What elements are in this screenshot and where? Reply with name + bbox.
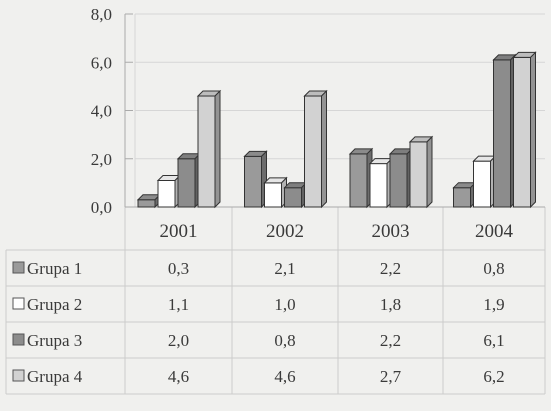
y-tick-label: 4,0 [91,102,112,121]
bar [243,150,268,209]
bar [303,89,328,209]
bar-front [284,187,302,208]
bar-front [304,95,322,208]
bar-front [473,160,491,208]
bar-series [136,51,537,209]
data-table: 2001 2002 2003 2004 Grupa 1 0,3 2,1 2,2 0,8 Grupa… [5,206,546,395]
data-table-value: 6,2 [483,367,504,386]
bar [492,53,517,209]
bar-front [409,141,428,208]
category-label: 2003 [372,221,410,242]
bar [368,157,394,209]
legend-swatch [12,333,25,346]
bar [196,89,222,209]
legend-swatch [12,297,25,310]
bar-front [389,153,408,208]
bar [348,147,374,209]
bar-front [137,199,156,208]
bar-side [321,89,327,209]
data-table-value: 2,2 [380,259,401,278]
bar-front [493,59,511,208]
data-table-value: 2,7 [380,367,402,386]
category-label: 2001 [160,221,198,242]
bar [472,154,497,209]
y-axis: 0,0 2,0 4,0 6,0 8,0 [91,5,133,217]
bar-front [157,179,176,208]
bar-front [197,95,216,208]
data-table-value: 0,8 [274,331,295,350]
legend-label: Grupa 2 [27,295,82,314]
bar-front [453,187,471,208]
bar-side [426,135,433,209]
bar-front [244,155,262,208]
legend-label: Grupa 4 [27,367,83,386]
data-table-value: 0,3 [168,259,189,278]
data-table-value: 1,1 [168,295,189,314]
data-table-value: 2,1 [274,259,295,278]
data-table-value: 0,8 [483,259,504,278]
y-tick-label: 8,0 [91,5,112,24]
bar [512,51,537,209]
bar-front [349,153,368,208]
category-label: 2002 [266,221,304,242]
data-table-value: 1,9 [483,295,504,314]
y-tick-label: 0,0 [91,198,112,217]
bar [452,181,477,209]
bar-front [513,56,531,208]
bar-side [530,51,536,209]
data-table-value: 6,1 [483,331,504,350]
bar [283,181,308,209]
y-tick-label: 6,0 [91,53,112,72]
bar-front [177,158,196,208]
bar-side [214,89,221,209]
bar [388,147,414,209]
legend-label: Grupa 1 [27,259,82,278]
bar-front [264,182,282,208]
data-table-value: 4,6 [274,367,295,386]
legend-label: Grupa 3 [27,331,82,350]
legend-swatch [12,369,25,382]
bar [408,135,434,209]
bar [156,174,182,209]
data-table-value: 2,0 [168,331,189,350]
bar [136,193,162,209]
bar [176,152,202,209]
data-table-value: 4,6 [168,367,189,386]
bar-front [369,163,388,208]
category-label: 2004 [475,221,514,242]
data-table-value: 1,0 [274,295,295,314]
y-tick-label: 2,0 [91,150,112,169]
data-table-value: 1,8 [380,295,401,314]
bar [263,176,288,209]
legend-swatch [12,261,25,274]
data-table-value: 2,2 [380,331,401,350]
